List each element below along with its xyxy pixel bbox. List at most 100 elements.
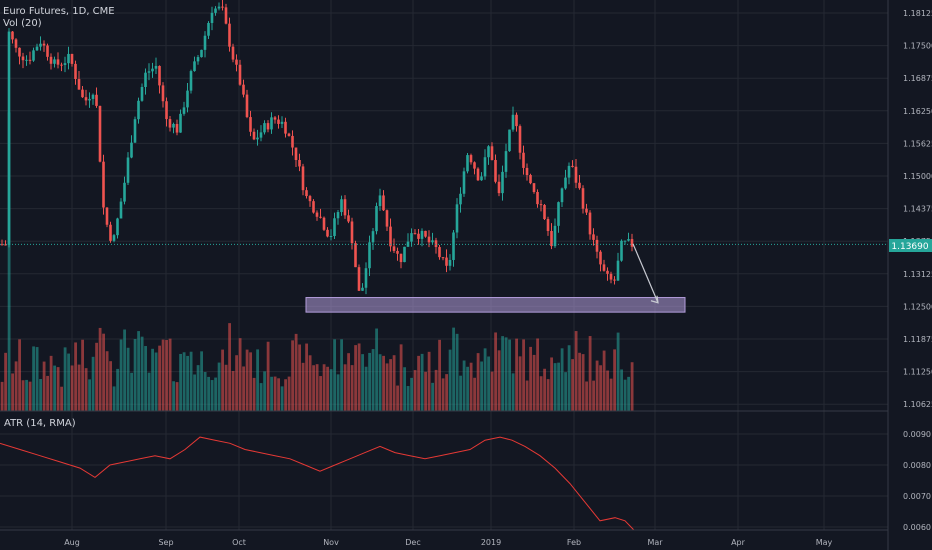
price-tick-label: 1.16875 (903, 74, 932, 83)
candle-body (389, 226, 392, 247)
candle-body (312, 201, 315, 213)
support-zone[interactable] (305, 297, 686, 313)
time-tick-label: 2019 (481, 538, 501, 547)
volume-bar (368, 352, 371, 411)
volume-bar (25, 379, 28, 411)
candle-body (469, 155, 473, 163)
candle-body (459, 193, 462, 205)
volume-bar (315, 364, 319, 411)
volume-bar (214, 377, 217, 411)
candle-body (179, 113, 182, 133)
volume-bar (497, 350, 501, 411)
volume-bar (483, 348, 487, 411)
projection-arrow[interactable] (632, 243, 659, 304)
volume-bar (518, 356, 522, 411)
candle-body (238, 64, 242, 85)
candle-body (571, 165, 574, 167)
candle-body (259, 132, 263, 138)
candle-body (413, 233, 417, 235)
candle-body (28, 59, 32, 61)
candle-body (522, 152, 525, 168)
candle-body (420, 230, 424, 239)
candle-body (91, 94, 95, 99)
candle-body (144, 72, 147, 88)
candle-body (294, 147, 298, 160)
price-tick-label: 1.16250 (903, 107, 932, 116)
candle-body (504, 151, 508, 172)
price-tick-label: 1.12500 (903, 302, 932, 311)
candle-body (25, 59, 28, 61)
candle-body (60, 64, 63, 66)
candle-body (357, 267, 361, 291)
candle-body (42, 43, 46, 46)
candle-body (186, 90, 189, 108)
volume-bar (147, 372, 151, 411)
volume-bar (347, 353, 350, 411)
candle-body (130, 142, 133, 158)
volume-bar (431, 382, 434, 411)
atr-tick-label: 0.0080 (903, 461, 931, 470)
candle-body (595, 239, 599, 252)
candle-body (581, 188, 585, 209)
candle-body (273, 117, 277, 120)
candle-body (277, 119, 280, 124)
volume-bar (63, 347, 67, 411)
candle-body (301, 166, 305, 191)
candle-body (630, 239, 634, 247)
candle-body (410, 233, 413, 242)
candle-body (606, 270, 609, 274)
candle-body (550, 230, 553, 247)
volume-bar (595, 360, 599, 411)
atr-line (0, 436, 635, 531)
volume-bar (301, 362, 305, 411)
volume-bar (434, 369, 438, 411)
volume-bar (546, 379, 550, 411)
candle-body (200, 49, 203, 58)
candle-body (224, 7, 228, 24)
volume-bar (501, 336, 504, 411)
arrow-shaft (632, 243, 659, 303)
volume-bar (252, 377, 256, 411)
volume-bar (308, 355, 312, 411)
volume-bar (336, 374, 340, 411)
volume-bar (364, 366, 368, 411)
volume-bar (7, 112, 11, 411)
candle-body (210, 12, 214, 23)
candle-body (347, 215, 350, 222)
volume-bar (21, 380, 25, 411)
volume-bar (74, 342, 77, 411)
volume-bar (228, 323, 231, 411)
volume-bar (56, 367, 60, 411)
volume-bar (462, 360, 466, 411)
volume-bar (511, 373, 515, 411)
candle-body (399, 253, 403, 263)
candle-body (308, 196, 312, 202)
volume-bar (294, 333, 298, 411)
volume-bar (606, 370, 609, 411)
candle-body (154, 65, 158, 69)
volume-bar (130, 372, 133, 411)
volume-bar (574, 331, 578, 411)
candle-body (364, 268, 368, 288)
volume-bar (560, 348, 564, 411)
volume-bar (298, 344, 301, 411)
volume-bar (46, 375, 49, 411)
volume-bar (452, 327, 455, 411)
candle-body (627, 239, 630, 241)
volume-bar (67, 353, 70, 411)
atr-axis[interactable]: 0.0090 0.0080 0.0070 0.0060 (903, 430, 931, 532)
volume-bar (238, 338, 242, 411)
candle-body (494, 159, 497, 182)
candle-body (81, 89, 84, 98)
candle-body (242, 84, 245, 95)
volume-bar (102, 333, 105, 411)
candle-body (123, 182, 126, 202)
candle-body (63, 63, 67, 65)
candle-body (564, 177, 567, 189)
volume-bar (326, 366, 329, 411)
time-axis[interactable]: Aug Sep Oct Nov Dec 2019 Feb Mar Apr May (64, 538, 832, 547)
volume-bar (154, 352, 158, 411)
volume-bar (581, 354, 585, 411)
